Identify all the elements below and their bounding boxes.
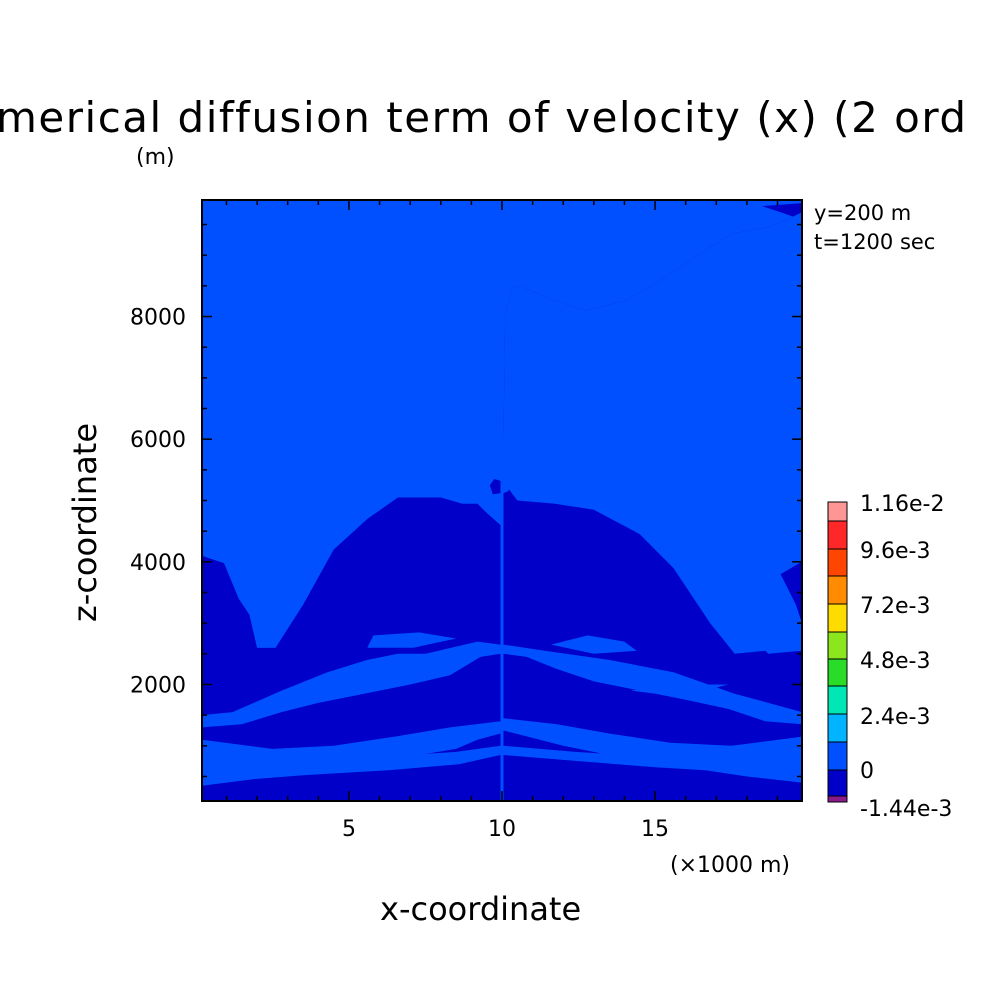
colorbar-swatch bbox=[827, 769, 848, 797]
chart-title: merical diffusion term of velocity (x) (… bbox=[0, 93, 968, 142]
y-unit-label: (m) bbox=[136, 145, 175, 170]
contour-region-15 bbox=[630, 334, 704, 354]
contour-region-12 bbox=[202, 745, 501, 782]
y-tick-label: 8000 bbox=[130, 306, 186, 331]
colorbar-swatch bbox=[827, 575, 848, 605]
contour-region-14 bbox=[312, 334, 374, 354]
colorbar-label: 1.16e-2 bbox=[860, 492, 944, 517]
colorbar-swatch bbox=[827, 548, 848, 577]
annotation-y: y=200 m bbox=[814, 201, 911, 225]
contour-region-11 bbox=[551, 635, 637, 654]
plot-area bbox=[202, 200, 802, 801]
annotation-t: t=1200 sec bbox=[814, 230, 935, 254]
x-tick-label: 5 bbox=[342, 817, 356, 842]
colorbar-label: 4.8e-3 bbox=[860, 649, 930, 674]
colorbar-swatch bbox=[827, 520, 848, 550]
colorbar-label: 9.6e-3 bbox=[860, 539, 930, 564]
colorbar-swatch bbox=[827, 795, 848, 803]
colorbar-label: -1.44e-3 bbox=[860, 797, 952, 822]
contour-region-18 bbox=[489, 479, 501, 495]
contour-region-16 bbox=[223, 476, 297, 636]
colorbar-label: 7.2e-3 bbox=[860, 594, 930, 619]
x-tick-label: 15 bbox=[641, 817, 669, 842]
colorbar-swatch bbox=[827, 685, 848, 715]
contour-region-8 bbox=[306, 681, 380, 694]
contour-region-1 bbox=[503, 200, 802, 440]
colorbar-swatch bbox=[827, 603, 848, 633]
x-axis-label: x-coordinate bbox=[380, 890, 581, 928]
contour-region-9 bbox=[630, 684, 729, 697]
colorbar-swatch bbox=[827, 741, 848, 771]
contour-region-7 bbox=[503, 653, 802, 746]
contour-region-2 bbox=[202, 200, 501, 801]
contour-region-19 bbox=[503, 476, 512, 494]
contour-region-5 bbox=[202, 653, 501, 749]
colorbar: -1.44e-3 0 2.4e-3 4.8e-3 7.2e-3 9.6e-3 1.16e-2 bbox=[827, 492, 952, 822]
x-unit-label: (×1000 m) bbox=[670, 853, 790, 878]
colorbar-swatch bbox=[827, 631, 848, 660]
contour-region-13 bbox=[503, 745, 802, 774]
colorbar-label: 0 bbox=[860, 759, 874, 784]
y-axis-label: z-coordinate bbox=[66, 423, 104, 622]
contour-region-17 bbox=[707, 488, 802, 654]
contour-region-0 bbox=[503, 200, 802, 801]
colorbar-swatch bbox=[827, 658, 848, 687]
colorbar-swatch bbox=[827, 713, 848, 743]
y-tick-label: 6000 bbox=[130, 428, 186, 453]
y-tick-label: 4000 bbox=[130, 551, 186, 576]
colorbar-label: 2.4e-3 bbox=[860, 705, 930, 730]
y-tick-label: 2000 bbox=[130, 673, 186, 698]
colorbar-swatch bbox=[827, 501, 848, 522]
contour-region-10 bbox=[367, 632, 457, 648]
x-tick-label: 10 bbox=[488, 817, 516, 842]
